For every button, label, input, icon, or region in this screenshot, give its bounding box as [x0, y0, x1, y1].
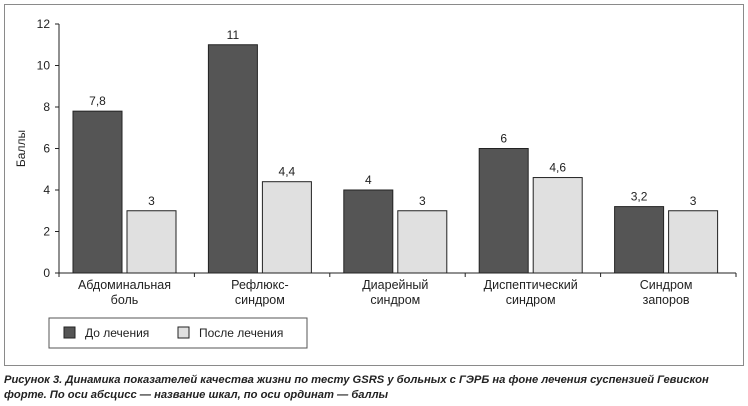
chart-legend: До лечения После лечения [48, 317, 308, 349]
caption-line-2: форте. По оси абсцисс — название шкал, п… [4, 389, 389, 401]
bar [343, 189, 394, 274]
figure-frame [4, 4, 744, 366]
legend-swatch [63, 326, 76, 339]
y-tick-label: 6 [43, 142, 50, 156]
y-tick-label: 4 [43, 183, 50, 197]
figure-caption: Рисунок 3. Динамика показателей качества… [4, 373, 744, 403]
y-tick-label: 10 [37, 59, 51, 73]
legend-label: До лечения [85, 326, 149, 340]
x-tick-label: боль [111, 293, 139, 307]
bar [668, 210, 719, 274]
bar [261, 181, 312, 274]
y-tick-label: 8 [43, 100, 50, 114]
bar [207, 44, 258, 274]
x-tick-label: Диспептический [484, 278, 578, 292]
caption-line-1: Рисунок 3. Динамика показателей качества… [4, 374, 709, 386]
data-label: 3,2 [631, 190, 648, 204]
x-tick-label: Абдоминальная [78, 278, 171, 292]
x-tick-label: Синдром [640, 278, 693, 292]
bar [532, 177, 583, 274]
x-tick-label: Рефлюкс- [231, 278, 288, 292]
data-label: 7,8 [89, 94, 106, 108]
data-label: 4 [365, 173, 372, 187]
legend-swatch [177, 326, 190, 339]
y-tick-label: 0 [43, 266, 50, 280]
data-label: 4,6 [549, 161, 566, 175]
chart-bars: 7,8 3 11 4,4 4 3 6 4,6 3,2 3 [72, 28, 719, 274]
bar [126, 210, 177, 274]
x-tick-label: запоров [643, 293, 690, 307]
data-label: 11 [227, 28, 240, 42]
data-label: 3 [148, 194, 155, 208]
x-tick-label: синдром [370, 293, 420, 307]
x-tick-label: синдром [235, 293, 285, 307]
bar [614, 206, 665, 274]
bar [72, 110, 123, 274]
data-label: 3 [419, 194, 426, 208]
bar [397, 210, 448, 274]
data-label: 6 [500, 132, 507, 146]
y-axis-title: Баллы [14, 130, 28, 167]
y-tick-label: 2 [43, 225, 50, 239]
data-label: 4,4 [279, 165, 296, 179]
y-tick-label: 12 [37, 17, 51, 31]
legend-label: После лечения [199, 326, 283, 340]
bar [478, 148, 529, 274]
x-tick-label: Диарейный [362, 278, 428, 292]
data-label: 3 [690, 194, 697, 208]
x-tick-label: синдром [506, 293, 556, 307]
